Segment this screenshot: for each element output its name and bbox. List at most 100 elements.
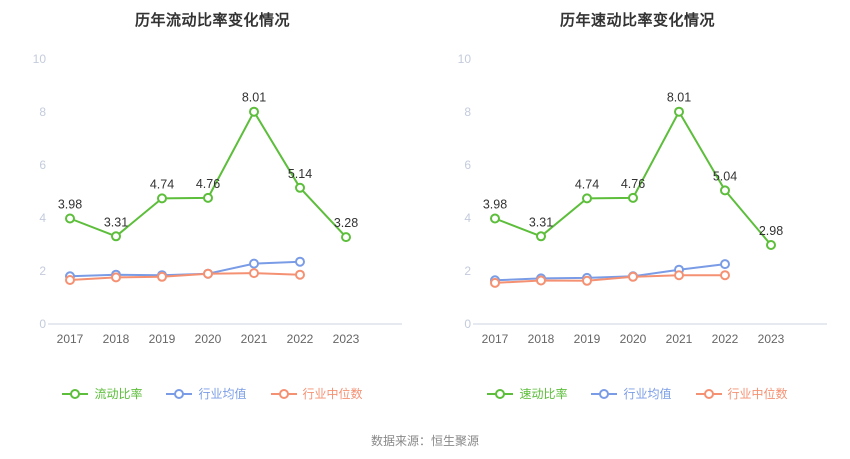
x-axis-tick-label: 2020 [620,332,647,346]
current-ratio-legend: 流动比率 行业均值 行业中位数 [0,385,425,402]
x-axis-tick-label: 2022 [712,332,739,346]
y-axis-tick-label: 10 [458,52,472,66]
line-chart-svg: 0 2 4 6 8 10 2017 2018 2019 2020 2021 2022 2023 3.98 3… [33,52,402,346]
legend-line-icon [591,388,618,399]
legend-line-icon [62,388,89,399]
quick-ratio-chart-title: 历年速动比率变化情况 [559,12,715,29]
y-axis-tick-label: 0 [39,317,46,331]
legend-item-label: 行业均值 [623,387,672,401]
legend-line-icon [166,388,193,399]
data-point-marker [249,258,259,269]
data-point-marker [203,192,213,203]
x-axis-tick-label: 2023 [333,332,360,346]
y-axis-tick-label: 6 [464,158,471,172]
x-axis-tick-label: 2017 [482,332,509,346]
data-point-label: 3.31 [529,215,553,229]
legend-item[interactable]: 行业中位数 [695,385,788,402]
data-point-marker [111,231,121,242]
data-point-marker [157,193,167,204]
y-axis-tick-label: 10 [33,52,47,66]
legend-item-label: 行业中位数 [302,387,363,401]
x-axis-tick-label: 2020 [195,332,222,346]
y-axis-tick-label: 8 [39,105,46,119]
data-point-label: 4.76 [196,177,220,191]
data-point-marker [536,275,546,286]
data-point-marker [295,269,305,280]
x-axis-tick-label: 2019 [149,332,176,346]
data-point-marker [111,272,121,283]
data-point-label: 3.31 [104,215,128,229]
legend-item[interactable]: 行业均值 [166,385,247,402]
charts-row: 历年流动比率变化情况 0 2 4 6 8 10 2017 2018 2019 2020 2021 20… [0,0,850,402]
data-point-label: 4.76 [621,177,645,191]
data-point-marker [65,275,75,285]
data-point-label: 5.14 [288,167,312,181]
quick-ratio-chart: 0 2 4 6 8 10 2017 2018 2019 2020 2021 2022 2023 3.98 3… [425,31,850,353]
quick-ratio-legend: 速动比率 行业均值 行业中位数 [425,385,850,402]
data-point-label: 3.98 [483,198,507,212]
data-point-marker [203,268,213,279]
data-point-label: 3.98 [58,198,82,212]
y-axis-tick-label: 6 [39,158,46,172]
legend-item-label: 行业中位数 [727,387,788,401]
data-point-marker [490,213,500,224]
data-point-marker [249,268,259,279]
data-point-label: 3.28 [334,216,358,230]
series-line [494,274,725,284]
legend-line-icon [695,388,722,399]
legend-line-icon [270,388,297,399]
series-line [69,272,301,281]
quick-ratio-panel: 历年速动比率变化情况 0 2 4 6 8 10 2017 2018 2019 2020 2021 20… [425,0,850,402]
data-point-label: 8.01 [242,91,266,105]
x-axis-tick-label: 2017 [57,332,84,346]
data-point-marker [720,270,730,281]
y-axis-tick-label: 4 [464,211,471,225]
data-point-marker [295,182,305,193]
x-axis-tick-label: 2023 [758,332,785,346]
legend-line-icon [487,388,514,399]
data-point-marker [157,271,167,282]
legend-item-label: 行业均值 [198,387,247,401]
x-axis-tick-label: 2018 [528,332,555,346]
data-point-marker [249,106,259,117]
y-axis-tick-label: 8 [464,105,471,119]
current-ratio-chart: 0 2 4 6 8 10 2017 2018 2019 2020 2021 2022 2023 3.98 3… [0,31,425,353]
data-point-marker [536,231,546,242]
legend-item[interactable]: 行业均值 [591,385,672,402]
x-axis-tick-label: 2021 [666,332,693,346]
line-chart-svg: 0 2 4 6 8 10 2017 2018 2019 2020 2021 2022 2023 3.98 3… [458,52,827,346]
current-ratio-panel: 历年流动比率变化情况 0 2 4 6 8 10 2017 2018 2019 2020 2021 20… [0,0,425,402]
legend-item[interactable]: 速动比率 [487,385,567,402]
data-point-label: 8.01 [667,91,691,105]
data-point-marker [341,232,351,243]
series-line [494,263,726,282]
legend-item[interactable]: 流动比率 [62,385,142,402]
legend-item-label: 流动比率 [94,387,143,401]
current-ratio-chart-title: 历年流动比率变化情况 [134,12,290,29]
data-source-note: 数据来源：恒生聚源 [370,434,479,448]
data-point-marker [65,213,75,224]
legend-item-label: 速动比率 [519,387,568,401]
data-point-marker [766,240,776,250]
data-point-marker [628,271,638,282]
data-point-marker [295,256,305,267]
data-point-marker [628,192,638,203]
x-axis-tick-label: 2018 [103,332,130,346]
data-point-marker [674,270,684,281]
data-point-label: 2.98 [759,224,783,238]
data-point-marker [720,259,730,270]
y-axis-tick-label: 4 [39,211,46,225]
data-point-marker [674,106,684,117]
data-point-label: 5.04 [713,169,737,183]
data-point-label: 4.74 [150,177,174,191]
y-axis-tick-label: 0 [464,317,471,331]
data-point-marker [490,277,500,288]
y-axis-tick-label: 2 [39,264,46,278]
data-point-label: 4.74 [575,177,599,191]
data-point-marker [582,275,592,286]
legend-item[interactable]: 行业中位数 [270,385,363,402]
y-axis-tick-label: 2 [464,264,471,278]
x-axis-tick-label: 2019 [574,332,601,346]
data-point-marker [720,185,730,196]
